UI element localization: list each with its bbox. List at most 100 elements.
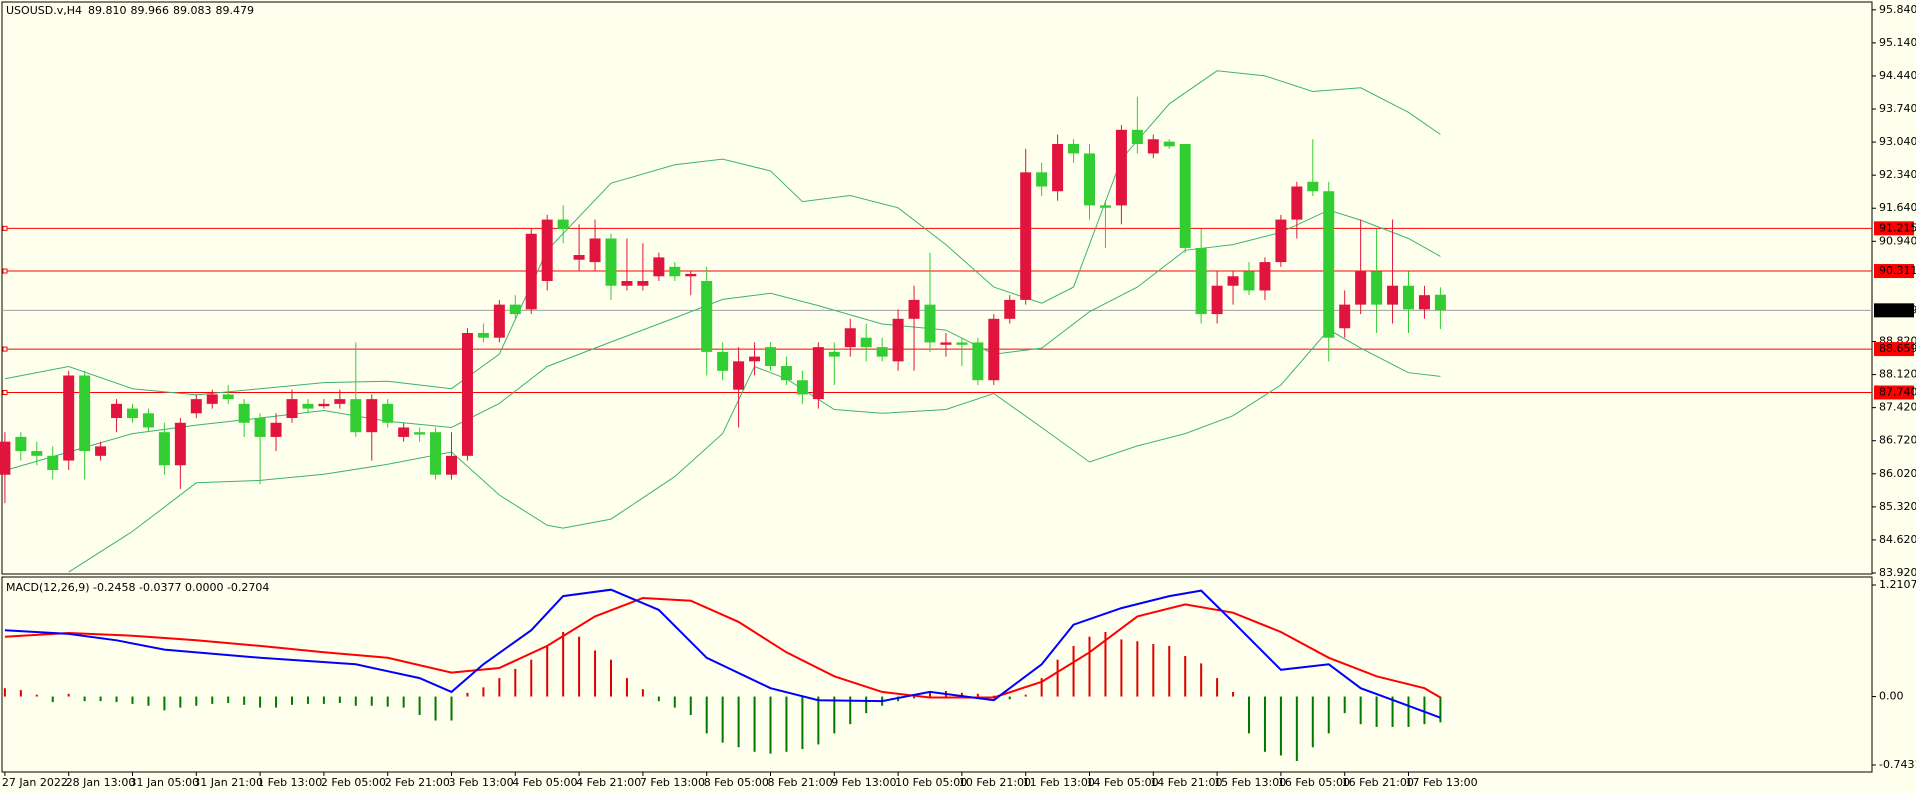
y-tick-label: 87.420 (1879, 401, 1916, 414)
candle-body (717, 351, 729, 371)
y-tick-label: 83.920 (1879, 566, 1916, 579)
candle-body (1195, 247, 1207, 315)
candle-body (1115, 129, 1127, 206)
x-tick-label: 27 Jan 2022 (2, 776, 68, 789)
y-tick-label: 93.740 (1879, 102, 1916, 115)
x-tick-label: 2 Feb 21:00 (385, 776, 450, 789)
candle-body (318, 403, 330, 407)
candle-body (573, 255, 585, 260)
x-tick-label: 2 Feb 05:00 (321, 776, 386, 789)
low-label: 89.083 (173, 4, 212, 17)
candle-body (525, 233, 537, 310)
candle-body (1403, 285, 1414, 310)
y-tick-label: 1.2107 (1879, 578, 1916, 591)
candle-body (1084, 153, 1095, 206)
candle-body (828, 351, 840, 357)
candle-body (334, 399, 346, 404)
x-tick-label: 4 Feb 05:00 (512, 776, 577, 789)
candle-body (765, 347, 776, 367)
y-tick-label: 86.720 (1879, 434, 1916, 447)
symbol-header: USOUSD.v,H4 89.810 89.966 89.083 89.479 (6, 4, 254, 17)
candle-body (780, 366, 792, 381)
candle-body (79, 375, 91, 452)
candle-body (1307, 181, 1319, 192)
symbol: USOUSD.v,H4 (6, 4, 82, 17)
candle-body (366, 399, 378, 433)
candle-body (158, 432, 170, 466)
candle-body (621, 281, 633, 286)
candle-body (1163, 141, 1175, 147)
x-tick-label: 16 Feb 05:00 (1278, 776, 1350, 789)
y-tick-label: 94.440 (1879, 69, 1916, 82)
candle-body (1259, 262, 1271, 291)
candle-body (430, 432, 442, 475)
y-tick-label: 91.640 (1879, 201, 1916, 214)
candle-body (174, 422, 186, 466)
candle-body (446, 455, 457, 475)
candle-body (1339, 304, 1351, 329)
candle-body (1179, 143, 1191, 248)
candle-body (940, 342, 952, 345)
x-tick-label: 4 Feb 21:00 (576, 776, 641, 789)
candle-body (908, 299, 920, 319)
x-tick-label: 17 Feb 13:00 (1406, 776, 1478, 789)
candle-body (685, 273, 697, 277)
candle-body (541, 219, 553, 282)
candle-body (0, 441, 11, 475)
candle-body (956, 342, 968, 345)
candle-body (222, 394, 234, 400)
candle-body (1004, 299, 1016, 319)
current-price-bg (1874, 303, 1914, 318)
x-tick-label: 31 Jan 21:00 (193, 776, 263, 789)
candle-body (589, 238, 601, 263)
candle-body (1068, 143, 1080, 154)
candle-body (1387, 285, 1399, 305)
candle-body (270, 422, 282, 437)
candle-body (1323, 191, 1335, 338)
indicator-line (4, 588, 1441, 719)
candle-body (557, 219, 569, 230)
level-label: 87.740 (1879, 386, 1916, 399)
candle-body (1291, 186, 1303, 220)
macd-panel (1, 576, 1873, 773)
candle-body (860, 337, 872, 348)
indicator-line (4, 70, 1441, 396)
x-tick-label: 8 Feb 05:00 (704, 776, 769, 789)
close-label: 89.479 (215, 4, 254, 17)
indicator-line (4, 596, 1441, 699)
x-tick-label: 14 Feb 05:00 (1087, 776, 1159, 789)
candle-body (254, 418, 266, 437)
candle-body (95, 446, 107, 456)
candle-body (47, 455, 59, 470)
candle-body (733, 361, 745, 390)
open-label: 89.810 (88, 4, 127, 17)
candle-body (637, 281, 649, 286)
candle-body (988, 318, 1000, 381)
x-tick-label: 9 Feb 13:00 (831, 776, 896, 789)
candle-body (844, 328, 856, 348)
candle-body (1020, 172, 1032, 300)
candle-body (382, 403, 394, 423)
y-tick-label: 0.00 (1879, 690, 1904, 703)
candle-body (924, 304, 936, 343)
candle-body (653, 257, 665, 277)
y-tick-label: 95.840 (1879, 3, 1916, 16)
x-tick-label: 11 Feb 13:00 (1023, 776, 1095, 789)
candle-body (414, 432, 426, 435)
candle-body (1275, 219, 1287, 263)
chart-layer: 83.920 84.620 85.320 86.020 86.720 87.420 88.1… (0, 3, 1916, 789)
y-tick-label: 86.020 (1879, 467, 1916, 480)
candle-body (892, 318, 904, 362)
level-label-bg (1874, 264, 1914, 279)
candle-body (1371, 271, 1383, 305)
candle-body (127, 408, 138, 419)
y-tick-label: 92.340 (1879, 168, 1916, 181)
candle-body (477, 332, 489, 338)
x-tick-label: 16 Feb 21:00 (1342, 776, 1414, 789)
candle-body (1211, 285, 1223, 315)
high-label: 89.966 (130, 4, 169, 17)
candle-body (509, 304, 521, 315)
candle-body (31, 451, 43, 456)
x-tick-label: 31 Jan 05:00 (130, 776, 200, 789)
y-tick-label: 88.120 (1879, 368, 1916, 381)
